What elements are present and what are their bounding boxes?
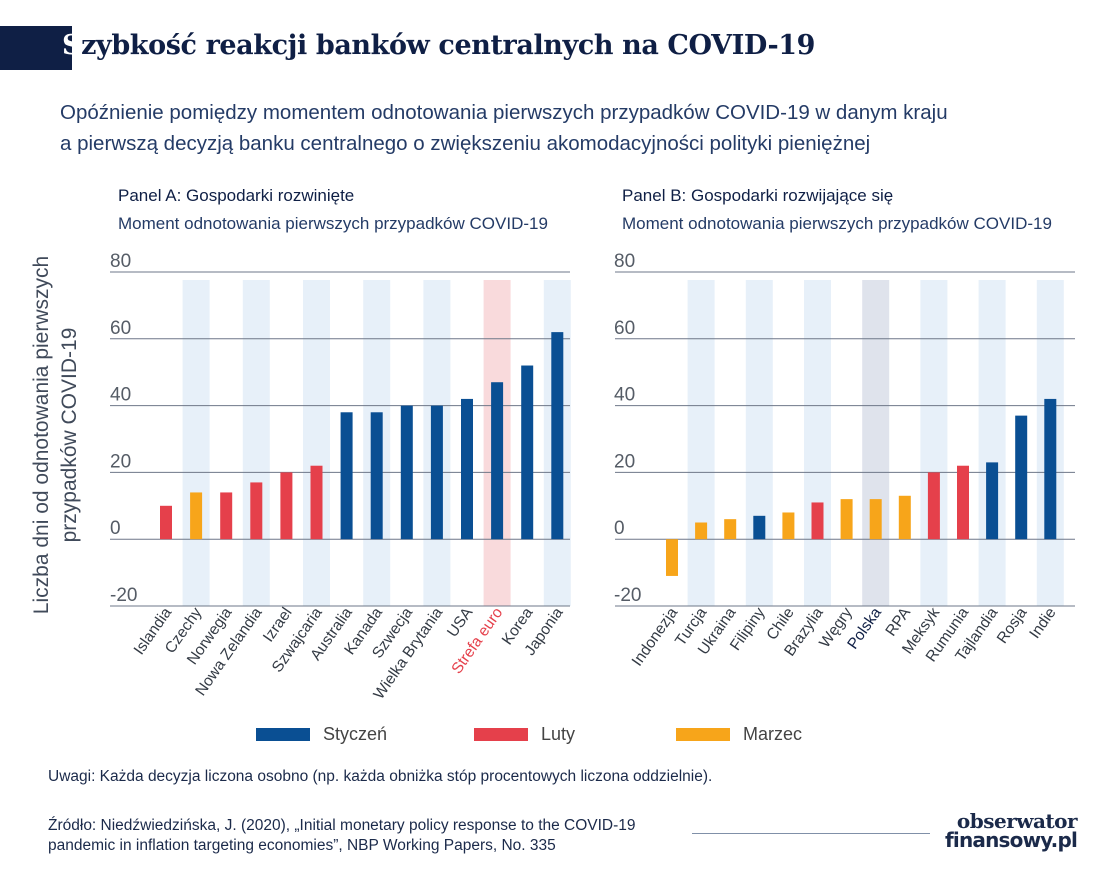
panel-b-tick-label: 80 bbox=[614, 251, 635, 272]
panel-b-category-label-rosja: Rosja bbox=[994, 604, 1031, 647]
panel-a-subtitle: Moment odnotowania pierwszych przypadków… bbox=[118, 214, 548, 233]
title-accent-bar bbox=[0, 26, 72, 70]
panel-b-bar-meksyk bbox=[927, 472, 940, 540]
panel-b-bar-ukraina bbox=[724, 519, 737, 540]
panel-b-bar-tajlandia bbox=[986, 462, 999, 540]
panel-a-highlight-czechy bbox=[182, 280, 210, 606]
panel-a-tick-label: 20 bbox=[110, 451, 131, 472]
panel-a-bar-islandia bbox=[160, 505, 172, 540]
panel-a-tick-label: 0 bbox=[110, 518, 121, 539]
legend-label-luty: Luty bbox=[541, 724, 576, 744]
legend-label-styczen: Styczeń bbox=[323, 724, 388, 744]
panel-b-highlight-meksyk bbox=[920, 280, 948, 606]
panel-b-highlight-brazylia bbox=[804, 280, 831, 606]
panel-a-highlight-nowa-zelandia bbox=[242, 280, 270, 606]
legend-label-marzec: Marzec bbox=[743, 724, 803, 744]
panel-a-tick-label: -20 bbox=[110, 585, 137, 606]
panel-b-bar-indonezja bbox=[666, 539, 678, 576]
note-text: Uwagi: Każda decyzja liczona osobno (np.… bbox=[48, 768, 713, 785]
panel-b-tick-label: 20 bbox=[614, 451, 635, 472]
panel-b-subtitle: Moment odnotowania pierwszych przypadków… bbox=[622, 214, 1052, 233]
panel-a-bar-izrael bbox=[280, 472, 293, 540]
legend-swatch-styczen bbox=[256, 728, 310, 741]
source-text: Źródło: Niedźwiedzińska, J. (2020), „Ini… bbox=[48, 816, 636, 856]
panel-b-tick-label: 40 bbox=[614, 385, 635, 406]
chart-title: Szybkość reakcji banków centralnych na C… bbox=[62, 30, 815, 61]
subtitle-line-1: Opóźnienie pomiędzy momentem odnotowania… bbox=[60, 101, 948, 124]
panel-b-highlight-tajlandia bbox=[978, 280, 1006, 606]
panel-a-bar-korea bbox=[521, 365, 534, 540]
panel-b-bar-rpa bbox=[898, 495, 911, 540]
panel-a-tick-label: 40 bbox=[110, 385, 131, 406]
panel-b-tick-label: -20 bbox=[614, 585, 641, 606]
brand-logo: obserwator finansowy.pl bbox=[945, 809, 1078, 852]
panel-a-bar-szwecja bbox=[400, 405, 413, 540]
panel-b-tick-label: 0 bbox=[614, 518, 625, 539]
panel-a-bar-czechy bbox=[190, 492, 203, 540]
panel-b-bar-turcja bbox=[695, 522, 708, 540]
panel-b-bar-brazylia bbox=[811, 502, 824, 540]
panel-a-bar-wielka-brytania bbox=[430, 405, 443, 540]
source-divider bbox=[692, 833, 930, 834]
panel-b-category-label-indie: Indie bbox=[1026, 605, 1059, 642]
logo-bottom-text: finansowy.pl bbox=[945, 828, 1078, 852]
panel-a-highlight-szwajcaria bbox=[303, 280, 330, 606]
panel-b-highlight-polska bbox=[862, 280, 890, 606]
panel-a-bar-szwajcaria bbox=[310, 465, 323, 540]
title-text: zybkość reakcji banków centralnych na CO… bbox=[81, 30, 816, 61]
panel-b-bar-polska bbox=[869, 499, 882, 540]
source-line-2: pandemic in inflation targeting economie… bbox=[48, 837, 556, 854]
title-first-letter: S bbox=[62, 30, 82, 61]
panel-b-highlight-turcja bbox=[687, 280, 715, 606]
source-line-1: Źródło: Niedźwiedzińska, J. (2020), „Ini… bbox=[48, 817, 636, 834]
chart-subtitle: Opóźnienie pomiędzy momentem odnotowania… bbox=[60, 97, 1060, 159]
panel-b-highlight-filipiny bbox=[745, 280, 773, 606]
logo-top-text: obserwator bbox=[956, 809, 1078, 833]
panel-a-tick-label: 60 bbox=[110, 318, 131, 339]
panel-a-title: Panel A: Gospodarki rozwinięte bbox=[118, 186, 355, 205]
subtitle-line-2: a pierwszą decyzją banku centralnego o z… bbox=[60, 132, 871, 155]
panel-a-bar-australia bbox=[340, 412, 353, 540]
panel-b-bar-indie bbox=[1044, 398, 1057, 540]
legend-swatch-marzec bbox=[676, 728, 730, 741]
panel-a-bar-norwegia bbox=[220, 492, 233, 540]
legend-swatch-luty bbox=[474, 728, 528, 741]
panel-b-bar-rosja bbox=[1015, 415, 1028, 540]
panel-a-bar-usa bbox=[461, 398, 473, 540]
panel-b-bar-filipiny bbox=[753, 515, 766, 540]
panel-a-bar-kanada bbox=[370, 412, 383, 540]
panel-a-bar-japonia bbox=[551, 332, 564, 540]
panel-b-bar-rumunia bbox=[957, 465, 969, 540]
panel-b-title: Panel B: Gospodarki rozwijające się bbox=[622, 186, 894, 205]
panel-b-tick-label: 60 bbox=[614, 318, 635, 339]
panel-a-tick-label: 80 bbox=[110, 251, 131, 272]
panel-a-bar-strefa-euro bbox=[491, 382, 504, 540]
panel-a-bar-nowa-zelandia bbox=[250, 482, 263, 540]
panel-b-bar-chile bbox=[782, 512, 795, 540]
panel-b-bar-wegry bbox=[840, 499, 853, 540]
